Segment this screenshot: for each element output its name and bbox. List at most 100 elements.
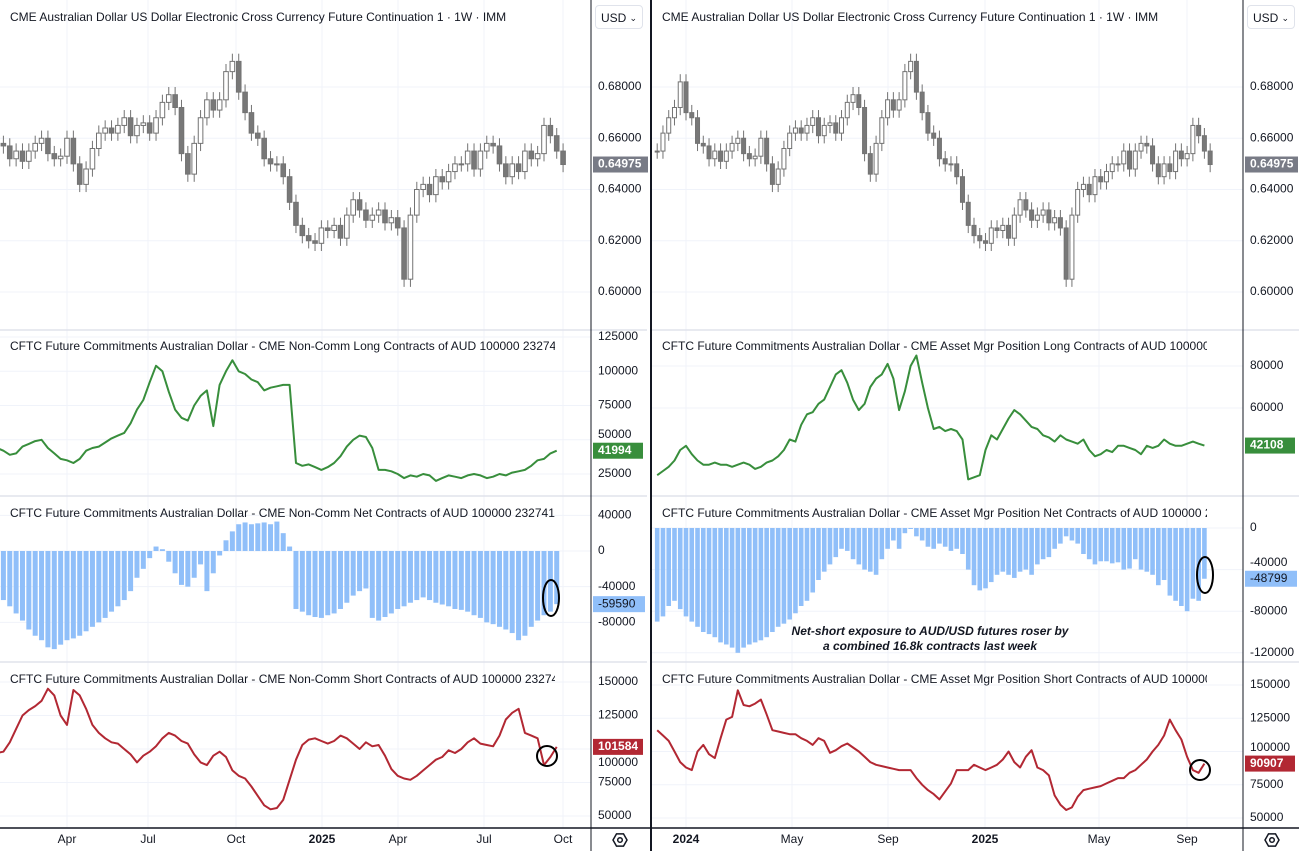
net-bar — [672, 528, 677, 601]
left-currency-button[interactable]: USD ⌄ — [595, 5, 643, 29]
right-long-title: CFTC Future Commitments Australian Dolla… — [662, 339, 1207, 353]
candle-down — [867, 153, 873, 175]
candle-down — [76, 163, 83, 185]
candle-up — [375, 209, 382, 216]
net-bar — [1109, 528, 1115, 564]
candle-down — [683, 81, 689, 114]
net-bar — [833, 528, 839, 558]
candle-down — [356, 199, 363, 211]
y-tick-label: 80000 — [1250, 358, 1284, 372]
net-bar — [1017, 528, 1023, 572]
net-bar — [677, 528, 683, 610]
net-bar — [121, 551, 127, 601]
time-axis-label: 2025 — [309, 832, 336, 846]
candle-down — [324, 227, 331, 231]
net-bar — [318, 551, 324, 618]
candle-up — [26, 150, 32, 162]
candle-down — [293, 201, 299, 226]
time-axis-label: Oct — [227, 832, 246, 846]
net-bar — [433, 551, 439, 603]
net-bar — [287, 546, 293, 551]
candle-up — [902, 71, 908, 101]
net-bar — [931, 528, 936, 549]
candle-down — [6, 145, 13, 160]
candle-up — [839, 117, 845, 134]
y-tick-label: 25000 — [598, 466, 632, 480]
y-tick-label: 50000 — [598, 808, 632, 822]
candle-down — [689, 112, 695, 119]
net-bar — [891, 528, 896, 541]
candle-up — [948, 163, 954, 166]
right-currency-button[interactable]: USD ⌄ — [1247, 5, 1295, 29]
pane-l-0 — [0, 53, 591, 293]
candle-up — [810, 117, 816, 126]
time-axis-label: Sep — [877, 832, 899, 846]
candle-up — [712, 150, 718, 160]
pane-r-5 — [652, 354, 1243, 481]
net-bar — [39, 551, 45, 641]
net-bar — [147, 551, 153, 559]
net-bar — [363, 551, 369, 589]
candle-down — [718, 150, 724, 162]
y-tick-label: 150000 — [1250, 677, 1290, 691]
last-price-label — [1245, 156, 1298, 173]
net-bar — [446, 551, 452, 607]
candle-down — [210, 99, 217, 111]
candle-up — [350, 199, 356, 216]
y-tick-label: 0.68000 — [1250, 79, 1294, 93]
net-bar — [242, 522, 248, 551]
candle-up — [850, 94, 856, 103]
candle-down — [490, 142, 496, 147]
net-bar — [261, 522, 267, 551]
candle-up — [115, 124, 121, 134]
time-axis-label: Apr — [389, 832, 408, 846]
last-value-label — [593, 596, 645, 613]
gear-icon[interactable] — [1264, 833, 1280, 847]
candle-down — [178, 107, 185, 155]
net-bar — [357, 551, 363, 592]
net-bar — [960, 528, 965, 554]
candle-down — [382, 209, 388, 224]
net-bar — [64, 551, 70, 641]
candle-up — [216, 99, 223, 111]
candle-up — [414, 189, 420, 216]
candle-down — [798, 127, 804, 134]
net-bar — [1144, 528, 1150, 572]
candle-down — [746, 153, 752, 160]
candle-down — [695, 117, 701, 144]
net-bar — [236, 524, 242, 551]
net-bar — [925, 528, 931, 547]
gear-icon[interactable] — [612, 833, 628, 847]
candle-down — [965, 201, 971, 226]
highlight-circle — [536, 745, 558, 767]
candle-down — [471, 150, 477, 170]
candle-up — [787, 132, 793, 149]
candle-down — [1057, 217, 1063, 229]
candle-down — [242, 91, 248, 114]
net-bar — [172, 551, 178, 574]
y-tick-label: 50000 — [1250, 810, 1284, 824]
gear-outline — [612, 833, 628, 847]
candle-down — [280, 163, 287, 178]
net-bar — [718, 528, 723, 643]
net-bar — [919, 528, 925, 541]
candle-up — [102, 127, 108, 134]
net-bar — [484, 551, 490, 623]
candle-down — [1178, 150, 1184, 160]
net-bar — [1121, 528, 1127, 570]
net-bar — [902, 528, 908, 534]
chart-annotation: Net-short exposure to AUD/USD futures ro… — [760, 624, 1100, 654]
candle-up — [654, 150, 660, 153]
candle-up — [896, 99, 902, 111]
left-price-title: CME Australian Dollar US Dollar Electron… — [10, 10, 507, 24]
net-bar — [868, 528, 873, 572]
net-bar — [496, 551, 502, 627]
net-bar — [554, 551, 560, 605]
net-bar — [83, 551, 89, 632]
candle-down — [560, 150, 566, 166]
last-value-label — [1245, 437, 1295, 454]
net-bar — [821, 528, 827, 572]
net-bar — [395, 551, 401, 609]
candle-down — [983, 240, 989, 244]
annotation-line-1: Net-short exposure to AUD/USD futures ro… — [791, 624, 1069, 638]
